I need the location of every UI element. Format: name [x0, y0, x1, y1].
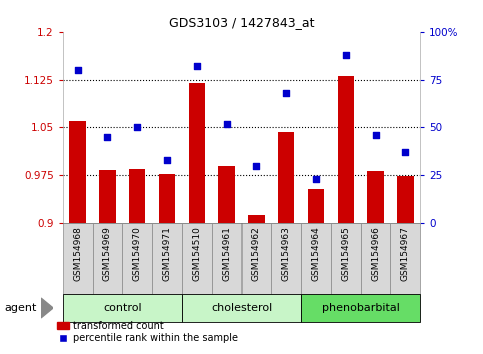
Text: GSM154966: GSM154966 — [371, 227, 380, 281]
Bar — [278, 132, 294, 223]
Bar — [93, 223, 122, 294]
Bar — [368, 171, 384, 223]
Bar — [129, 169, 145, 223]
Bar — [308, 189, 324, 223]
Bar — [70, 121, 86, 223]
Point — [193, 63, 201, 69]
Legend: transformed count, percentile rank within the sample: transformed count, percentile rank withi… — [53, 317, 242, 347]
Title: GDS3103 / 1427843_at: GDS3103 / 1427843_at — [169, 16, 314, 29]
Text: GSM154965: GSM154965 — [341, 227, 350, 281]
Bar — [301, 294, 420, 322]
Bar — [331, 223, 361, 294]
Point — [401, 149, 409, 155]
Text: GSM154971: GSM154971 — [163, 227, 171, 281]
Point — [74, 67, 82, 73]
Point — [342, 52, 350, 58]
Point — [104, 134, 112, 140]
Text: GSM154968: GSM154968 — [73, 227, 82, 281]
Point — [312, 176, 320, 182]
Polygon shape — [41, 298, 53, 318]
Bar — [189, 83, 205, 223]
Text: GSM154969: GSM154969 — [103, 227, 112, 281]
Bar — [361, 223, 390, 294]
Text: GSM154967: GSM154967 — [401, 227, 410, 281]
Bar — [122, 223, 152, 294]
Point — [223, 121, 230, 126]
Bar — [338, 76, 354, 223]
Bar — [99, 170, 115, 223]
Text: agent: agent — [5, 303, 37, 313]
Text: cholesterol: cholesterol — [211, 303, 272, 313]
Bar — [218, 166, 235, 223]
Text: GSM154963: GSM154963 — [282, 227, 291, 281]
Point — [253, 163, 260, 169]
Bar — [242, 223, 271, 294]
Point — [282, 90, 290, 96]
Text: GSM154961: GSM154961 — [222, 227, 231, 281]
Text: phenobarbital: phenobarbital — [322, 303, 399, 313]
Bar — [390, 223, 420, 294]
Bar — [397, 176, 413, 223]
Text: GSM154964: GSM154964 — [312, 227, 320, 281]
Bar — [152, 223, 182, 294]
Bar — [248, 215, 265, 223]
Text: GSM154970: GSM154970 — [133, 227, 142, 281]
Bar — [159, 174, 175, 223]
Bar — [212, 223, 242, 294]
Point — [372, 132, 380, 138]
Bar — [182, 294, 301, 322]
Text: GSM154962: GSM154962 — [252, 227, 261, 281]
Bar — [63, 223, 93, 294]
Bar — [301, 223, 331, 294]
Text: GSM154510: GSM154510 — [192, 227, 201, 281]
Bar — [271, 223, 301, 294]
Bar — [63, 294, 182, 322]
Point — [163, 157, 171, 163]
Bar — [182, 223, 212, 294]
Text: control: control — [103, 303, 142, 313]
Point — [133, 125, 141, 130]
